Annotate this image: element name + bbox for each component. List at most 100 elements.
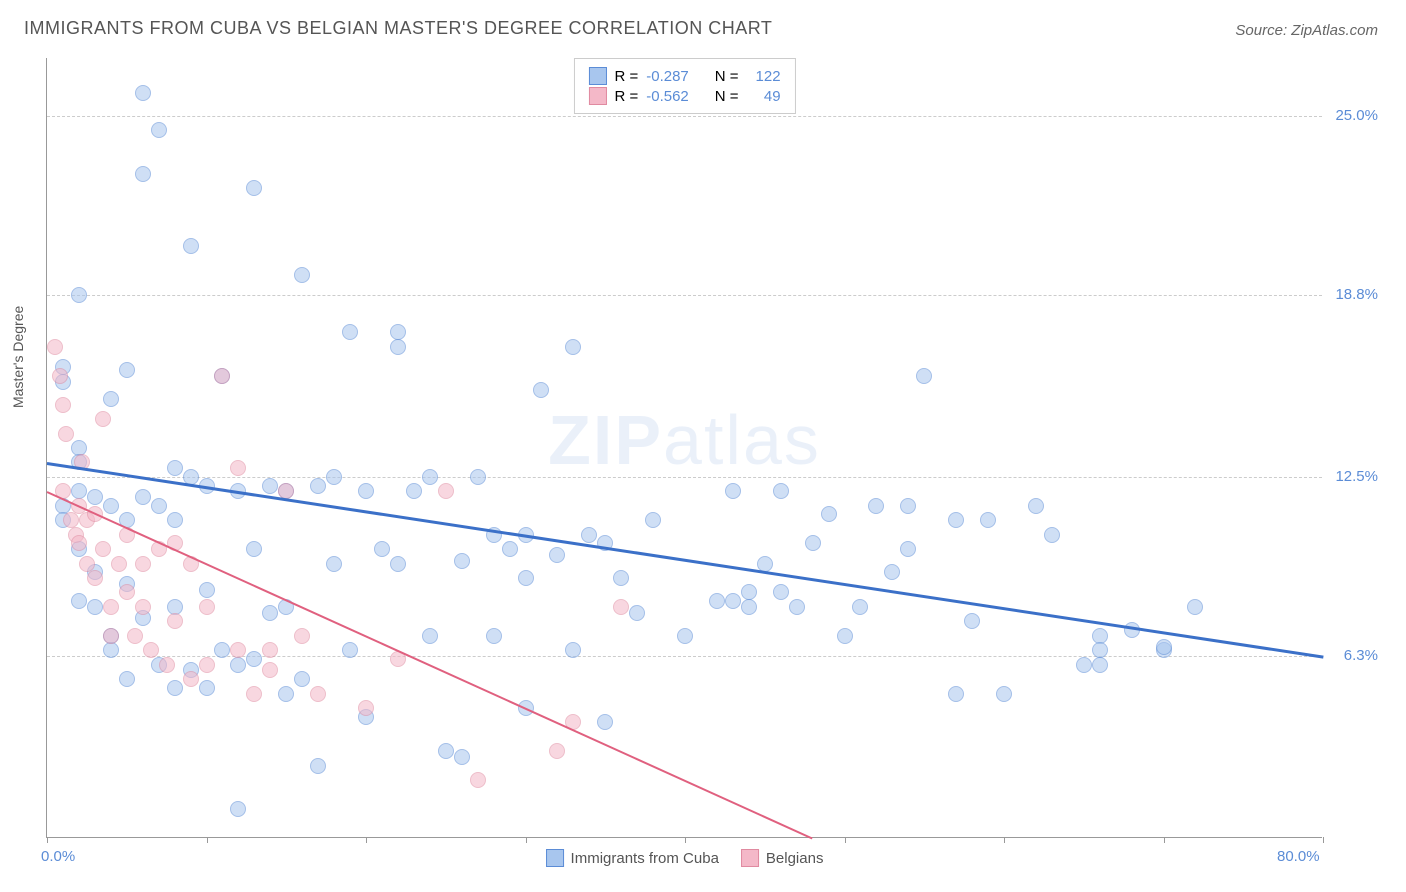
- data-point: [422, 628, 438, 644]
- data-point: [95, 541, 111, 557]
- data-point: [549, 743, 565, 759]
- xtick: [845, 837, 846, 843]
- data-point: [262, 662, 278, 678]
- xtick-label: 80.0%: [1277, 848, 1320, 865]
- data-point: [358, 483, 374, 499]
- data-point: [342, 642, 358, 658]
- data-point: [71, 535, 87, 551]
- data-point: [135, 556, 151, 572]
- data-point: [246, 541, 262, 557]
- data-point: [214, 368, 230, 384]
- watermark-bold: ZIP: [548, 401, 663, 479]
- data-point: [199, 657, 215, 673]
- legend-n-value: 49: [747, 88, 781, 105]
- legend-label: Immigrants from Cuba: [571, 850, 719, 867]
- data-point: [87, 489, 103, 505]
- data-point: [135, 85, 151, 101]
- data-point: [645, 512, 661, 528]
- data-point: [246, 180, 262, 196]
- data-point: [95, 411, 111, 427]
- data-point: [565, 642, 581, 658]
- correlation-legend: R =-0.287N =122 R = -0.562 N = 49: [573, 58, 795, 114]
- data-point: [294, 671, 310, 687]
- y-axis-label: Master's Degree: [10, 306, 26, 408]
- grid-line: [47, 295, 1322, 296]
- data-point: [741, 599, 757, 615]
- data-point: [725, 593, 741, 609]
- data-point: [1187, 599, 1203, 615]
- data-point: [549, 547, 565, 563]
- xtick: [1323, 837, 1324, 843]
- data-point: [502, 541, 518, 557]
- data-point: [103, 391, 119, 407]
- data-point: [358, 700, 374, 716]
- series-legend: Immigrants from Cuba Belgians: [546, 849, 824, 867]
- data-point: [167, 512, 183, 528]
- data-point: [805, 535, 821, 551]
- data-point: [230, 642, 246, 658]
- data-point: [996, 686, 1012, 702]
- chart-title: IMMIGRANTS FROM CUBA VS BELGIAN MASTER'S…: [24, 18, 772, 39]
- data-point: [964, 613, 980, 629]
- legend-label: Belgians: [766, 850, 824, 867]
- data-point: [143, 642, 159, 658]
- data-point: [470, 469, 486, 485]
- data-point: [709, 593, 725, 609]
- data-point: [837, 628, 853, 644]
- data-point: [948, 512, 964, 528]
- data-point: [55, 397, 71, 413]
- legend-n-label: N =: [715, 88, 739, 105]
- data-point: [71, 593, 87, 609]
- data-point: [103, 498, 119, 514]
- data-point: [374, 541, 390, 557]
- data-point: [422, 469, 438, 485]
- legend-r-value: -0.562: [646, 88, 689, 105]
- legend-row: R =-0.287N =122: [588, 67, 780, 85]
- ytick-label: 25.0%: [1335, 107, 1378, 124]
- data-point: [1092, 642, 1108, 658]
- legend-item: Immigrants from Cuba: [546, 849, 719, 867]
- data-point: [214, 642, 230, 658]
- source-attribution: Source: ZipAtlas.com: [1235, 22, 1378, 39]
- data-point: [199, 680, 215, 696]
- data-point: [278, 686, 294, 702]
- data-point: [629, 605, 645, 621]
- data-point: [119, 362, 135, 378]
- watermark: ZIPatlas: [548, 400, 821, 480]
- data-point: [884, 564, 900, 580]
- data-point: [167, 613, 183, 629]
- data-point: [111, 556, 127, 572]
- data-point: [518, 570, 534, 586]
- data-point: [1028, 498, 1044, 514]
- xtick: [207, 837, 208, 843]
- data-point: [135, 599, 151, 615]
- data-point: [613, 570, 629, 586]
- scatter-chart: ZIPatlas R =-0.287N =122R =-0.562N =49 I…: [46, 58, 1322, 838]
- data-point: [852, 599, 868, 615]
- source-name: ZipAtlas.com: [1291, 22, 1378, 39]
- data-point: [167, 460, 183, 476]
- data-point: [119, 671, 135, 687]
- legend-r-label: R =: [614, 88, 638, 105]
- data-point: [1156, 639, 1172, 655]
- data-point: [581, 527, 597, 543]
- data-point: [677, 628, 693, 644]
- data-point: [294, 628, 310, 644]
- data-point: [406, 483, 422, 499]
- data-point: [167, 680, 183, 696]
- xtick: [47, 837, 48, 843]
- data-point: [310, 686, 326, 702]
- ytick-label: 18.8%: [1335, 286, 1378, 303]
- data-point: [183, 671, 199, 687]
- data-point: [103, 599, 119, 615]
- data-point: [199, 599, 215, 615]
- data-point: [390, 339, 406, 355]
- data-point: [454, 553, 470, 569]
- data-point: [438, 743, 454, 759]
- data-point: [230, 801, 246, 817]
- data-point: [262, 642, 278, 658]
- data-point: [868, 498, 884, 514]
- data-point: [230, 460, 246, 476]
- watermark-light: atlas: [663, 401, 821, 479]
- data-point: [199, 582, 215, 598]
